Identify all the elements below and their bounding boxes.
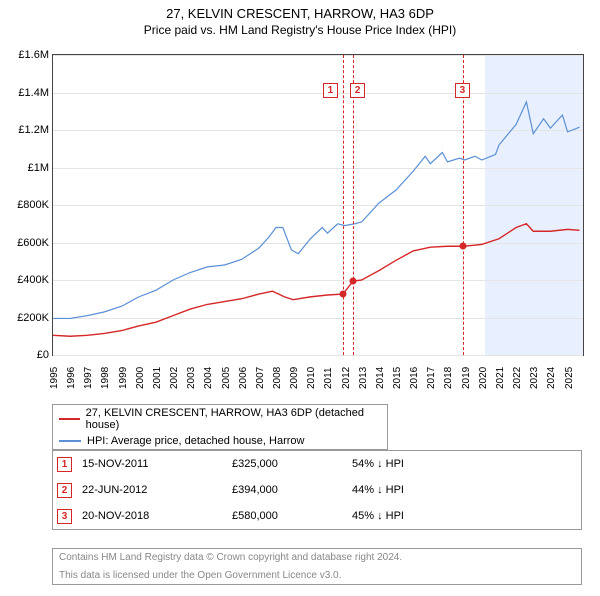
- footer-panel: Contains HM Land Registry data © Crown c…: [52, 548, 582, 585]
- x-axis-label: 2003: [186, 367, 197, 389]
- x-axis-label: 2020: [478, 367, 489, 389]
- x-axis-label: 2004: [203, 367, 214, 389]
- transaction-price: £580,000: [232, 510, 352, 522]
- y-axis-label: £800K: [17, 199, 49, 211]
- y-axis-label: £1.2M: [18, 124, 49, 136]
- x-axis-label: 2008: [272, 367, 283, 389]
- series-line-price_paid: [53, 224, 580, 337]
- transaction-date: 20-NOV-2018: [82, 510, 232, 522]
- x-axis-label: 2023: [529, 367, 540, 389]
- legend-row: HPI: Average price, detached house, Harr…: [53, 433, 387, 449]
- x-axis-label: 2012: [341, 367, 352, 389]
- marker-dot: [459, 243, 466, 250]
- legend-label: 27, KELVIN CRESCENT, HARROW, HA3 6DP (de…: [86, 407, 381, 431]
- x-axis-label: 1998: [100, 367, 111, 389]
- table-row: 3 20-NOV-2018£580,00045% ↓ HPI: [53, 503, 581, 529]
- y-axis-label: £1M: [28, 162, 49, 174]
- x-axis-label: 2018: [443, 367, 454, 389]
- x-axis-label: 2021: [495, 367, 506, 389]
- transactions-panel: 1 15-NOV-2011£325,00054% ↓ HPI 2 22-JUN-201…: [52, 450, 582, 530]
- x-axis-label: 1996: [66, 367, 77, 389]
- series-line-hpi: [53, 102, 580, 319]
- x-axis-label: 2024: [546, 367, 557, 389]
- transaction-hpi: 45% ↓ HPI: [352, 510, 462, 522]
- x-axis-label: 2025: [564, 367, 575, 389]
- legend-swatch: [59, 418, 80, 420]
- y-axis-label: £200K: [17, 312, 49, 324]
- legend-swatch: [59, 440, 81, 442]
- legend-label: HPI: Average price, detached house, Harr…: [87, 435, 304, 447]
- x-axis-label: 2001: [152, 367, 163, 389]
- marker-line: [343, 55, 344, 355]
- x-axis-label: 2000: [135, 367, 146, 389]
- x-axis-label: 2015: [392, 367, 403, 389]
- transaction-badge: 2: [57, 483, 72, 498]
- x-axis-label: 2006: [238, 367, 249, 389]
- marker-line: [353, 55, 354, 355]
- y-axis-label: £600K: [17, 237, 49, 249]
- x-axis-label: 2014: [375, 367, 386, 389]
- x-axis-label: 2019: [461, 367, 472, 389]
- table-row: 1 15-NOV-2011£325,00054% ↓ HPI: [53, 451, 581, 477]
- transaction-hpi: 44% ↓ HPI: [352, 484, 462, 496]
- transaction-badge: 1: [57, 457, 72, 472]
- x-axis-label: 2002: [169, 367, 180, 389]
- x-axis-label: 2013: [358, 367, 369, 389]
- legend-panel: 27, KELVIN CRESCENT, HARROW, HA3 6DP (de…: [52, 404, 388, 450]
- x-axis-label: 2007: [255, 367, 266, 389]
- footer-line: Contains HM Land Registry data © Crown c…: [53, 549, 581, 567]
- series-svg: [53, 55, 583, 355]
- x-axis-label: 1995: [49, 367, 60, 389]
- marker-badge: 2: [350, 83, 365, 98]
- y-axis-label: £1.4M: [18, 87, 49, 99]
- transaction-price: £394,000: [232, 484, 352, 496]
- y-axis-label: £0: [37, 349, 49, 361]
- marker-badge: 1: [323, 83, 338, 98]
- transaction-date: 15-NOV-2011: [82, 458, 232, 470]
- x-axis-label: 1999: [118, 367, 129, 389]
- y-gridline: [53, 355, 583, 356]
- x-axis-label: 2009: [289, 367, 300, 389]
- y-axis-label: £400K: [17, 274, 49, 286]
- table-row: 2 22-JUN-2012£394,00044% ↓ HPI: [53, 477, 581, 503]
- footer-line: This data is licensed under the Open Gov…: [53, 567, 581, 585]
- transaction-badge: 3: [57, 509, 72, 524]
- marker-line: [463, 55, 464, 355]
- transaction-price: £325,000: [232, 458, 352, 470]
- transaction-date: 22-JUN-2012: [82, 484, 232, 496]
- figure-frame: 27, KELVIN CRESCENT, HARROW, HA3 6DP Pri…: [0, 6, 600, 596]
- chart-subtitle: Price paid vs. HM Land Registry's House …: [0, 23, 600, 37]
- marker-dot: [339, 291, 346, 298]
- x-axis-label: 2016: [409, 367, 420, 389]
- marker-badge: 3: [455, 83, 470, 98]
- chart-plot-area: £0£200K£400K£600K£800K£1M£1.2M£1.4M£1.6M…: [52, 54, 584, 356]
- x-axis-label: 2005: [221, 367, 232, 389]
- transaction-hpi: 54% ↓ HPI: [352, 458, 462, 470]
- legend-row: 27, KELVIN CRESCENT, HARROW, HA3 6DP (de…: [53, 405, 387, 433]
- x-axis-label: 2010: [306, 367, 317, 389]
- x-axis-label: 2011: [323, 367, 334, 389]
- x-axis-label: 2017: [426, 367, 437, 389]
- marker-dot: [350, 278, 357, 285]
- x-axis-label: 1997: [83, 367, 94, 389]
- y-axis-label: £1.6M: [18, 49, 49, 61]
- x-axis-label: 2022: [512, 367, 523, 389]
- chart-title: 27, KELVIN CRESCENT, HARROW, HA3 6DP: [0, 6, 600, 21]
